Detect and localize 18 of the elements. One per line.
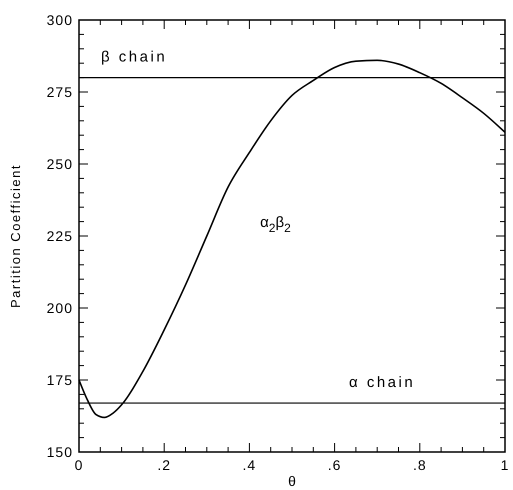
y-tick-label: 250: [46, 156, 73, 172]
x-tick-label: .8: [412, 457, 427, 473]
ref-line-label: β chain: [101, 48, 168, 66]
y-tick-label: 300: [46, 12, 73, 28]
x-tick-label: .4: [242, 457, 256, 473]
y-axis-title: Partition Coefficient: [8, 164, 23, 308]
x-axis-title: θ: [288, 473, 296, 489]
x-tick-label: 0: [74, 457, 84, 473]
y-tick-label: 150: [46, 444, 73, 460]
x-tick-label: 1: [500, 457, 510, 473]
y-tick-label: 175: [46, 372, 73, 388]
y-tick-label: 275: [46, 84, 73, 100]
ref-line-label: α chain: [349, 374, 416, 392]
x-tick-label: .6: [328, 457, 342, 473]
text: α$_{2}$β$_{2}$: [260, 214, 292, 236]
y-tick-label: 200: [46, 300, 73, 316]
x-tick-label: .2: [157, 457, 172, 473]
y-tick-label: 225: [46, 228, 73, 244]
